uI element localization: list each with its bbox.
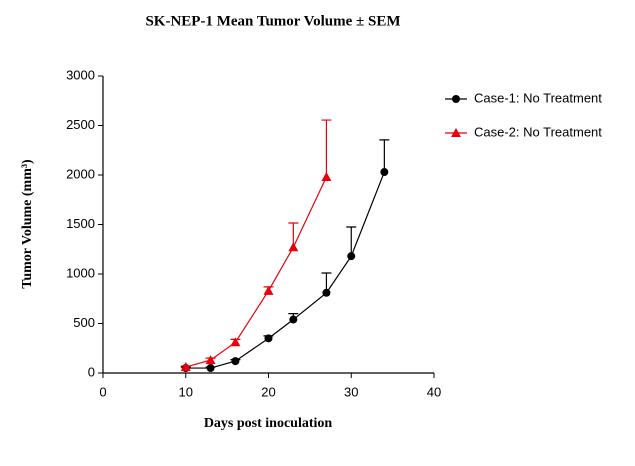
chart-title: SK-NEP-1 Mean Tumor Volume ± SEM — [145, 13, 400, 29]
data-point — [288, 242, 299, 252]
data-point — [206, 364, 215, 373]
error-bar — [321, 119, 332, 177]
data-point — [321, 171, 332, 181]
legend-label: Case-1: No Treatment — [474, 90, 602, 105]
x-tick-label: 30 — [344, 384, 358, 399]
x-tick-label: 0 — [99, 384, 106, 399]
legend-label: Case-2: No Treatment — [474, 124, 602, 139]
data-point — [322, 288, 331, 297]
data-point — [289, 315, 298, 324]
data-point — [205, 355, 216, 365]
error-bar — [379, 139, 390, 173]
legend-marker — [451, 128, 461, 137]
data-point — [231, 357, 240, 366]
x-tick-label: 40 — [427, 384, 441, 399]
y-tick-label: 500 — [73, 315, 95, 330]
error-bar — [346, 226, 357, 257]
series-line — [185, 171, 385, 369]
x-tick-label: 20 — [261, 384, 275, 399]
data-point — [347, 252, 356, 261]
y-tick-label: 3000 — [66, 67, 95, 82]
x-axis-label: Days post inoculation — [204, 416, 333, 431]
y-tick-label: 2000 — [66, 166, 95, 181]
data-point — [263, 285, 274, 295]
legend-marker — [452, 95, 460, 103]
y-tick-label: 1500 — [66, 216, 95, 231]
y-tick-label: 1000 — [66, 265, 95, 280]
y-tick-label: 0 — [88, 364, 95, 379]
y-tick-label: 2500 — [66, 117, 95, 132]
x-tick-label: 10 — [179, 384, 193, 399]
data-point — [230, 337, 241, 347]
data-point — [180, 362, 191, 372]
series-line — [185, 176, 327, 368]
data-point — [264, 334, 273, 343]
y-axis-label: Tumor Volume (mm³) — [20, 159, 35, 289]
data-point — [380, 168, 389, 177]
